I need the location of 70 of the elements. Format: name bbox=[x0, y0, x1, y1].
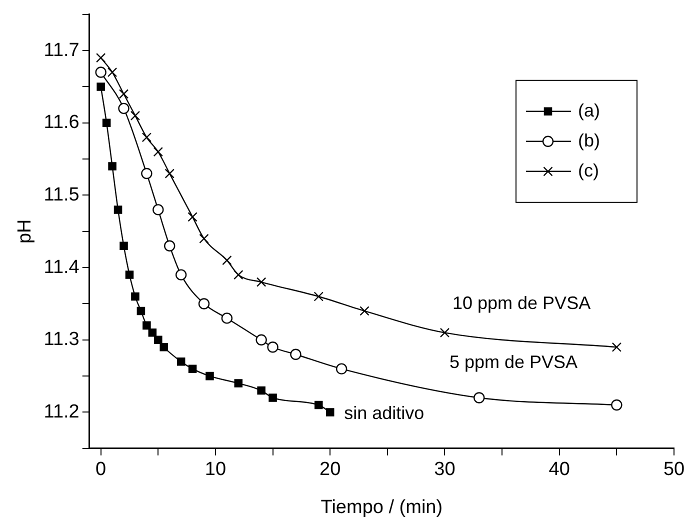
annotation: 10 ppm de PVSA bbox=[452, 292, 591, 313]
point bbox=[131, 292, 140, 301]
x-tick-label: 20 bbox=[320, 459, 341, 480]
y-axis-title: pH bbox=[14, 219, 36, 244]
point bbox=[206, 372, 214, 380]
annotation: sin aditivo bbox=[344, 403, 424, 424]
point bbox=[120, 242, 128, 250]
point bbox=[175, 269, 187, 280]
y-tick-label: 11.6 bbox=[44, 112, 80, 134]
point bbox=[268, 394, 277, 402]
point bbox=[142, 321, 151, 330]
point bbox=[611, 399, 622, 411]
point bbox=[136, 306, 146, 316]
point bbox=[96, 52, 106, 63]
x-tick-label: 30 bbox=[434, 459, 456, 480]
point bbox=[256, 277, 266, 287]
point bbox=[118, 89, 129, 99]
point bbox=[154, 336, 162, 344]
point bbox=[336, 363, 348, 374]
point bbox=[440, 328, 450, 338]
point bbox=[164, 240, 176, 252]
x-tick-label: 10 bbox=[204, 459, 226, 480]
point bbox=[474, 392, 485, 404]
point bbox=[95, 66, 106, 78]
point bbox=[198, 298, 210, 310]
point bbox=[107, 67, 118, 78]
point bbox=[130, 110, 140, 121]
point bbox=[257, 386, 266, 395]
point bbox=[108, 162, 116, 170]
point bbox=[234, 270, 244, 280]
legend-label: (c) bbox=[578, 160, 599, 180]
x-tick-label: 0 bbox=[96, 459, 106, 480]
point bbox=[360, 306, 370, 316]
point bbox=[160, 343, 168, 352]
point bbox=[125, 270, 134, 279]
legend-label: (a) bbox=[578, 100, 600, 120]
point bbox=[222, 255, 232, 266]
annotation: 5 ppm de PVSA bbox=[449, 352, 578, 372]
point bbox=[612, 342, 622, 352]
point bbox=[96, 82, 105, 91]
point bbox=[234, 379, 243, 388]
point bbox=[141, 168, 152, 180]
point bbox=[221, 312, 233, 324]
point bbox=[290, 348, 302, 360]
legend-label: (b) bbox=[578, 130, 600, 150]
point bbox=[148, 328, 157, 337]
y-tick-label: 11.2 bbox=[44, 401, 80, 422]
point bbox=[199, 234, 209, 244]
x-tick-label: 40 bbox=[548, 459, 570, 480]
y-tick-label: 11.7 bbox=[44, 40, 80, 61]
x-axis-title: Tiempo / (min) bbox=[320, 496, 443, 518]
point bbox=[102, 118, 111, 128]
point bbox=[114, 206, 122, 214]
point bbox=[118, 102, 130, 114]
point bbox=[176, 357, 186, 366]
y-tick-label: 11.5 bbox=[44, 184, 80, 206]
point bbox=[142, 132, 152, 142]
point bbox=[164, 168, 174, 178]
y-tick-label: 11.4 bbox=[44, 256, 80, 278]
point bbox=[267, 342, 278, 353]
point bbox=[314, 292, 324, 302]
point bbox=[326, 408, 334, 416]
point bbox=[153, 146, 163, 157]
point bbox=[188, 364, 197, 373]
point bbox=[188, 212, 198, 222]
point bbox=[314, 400, 323, 410]
y-tick-label: 11.3 bbox=[44, 329, 80, 350]
point bbox=[256, 334, 267, 346]
x-tick-label: 50 bbox=[663, 459, 685, 480]
point bbox=[152, 204, 164, 216]
